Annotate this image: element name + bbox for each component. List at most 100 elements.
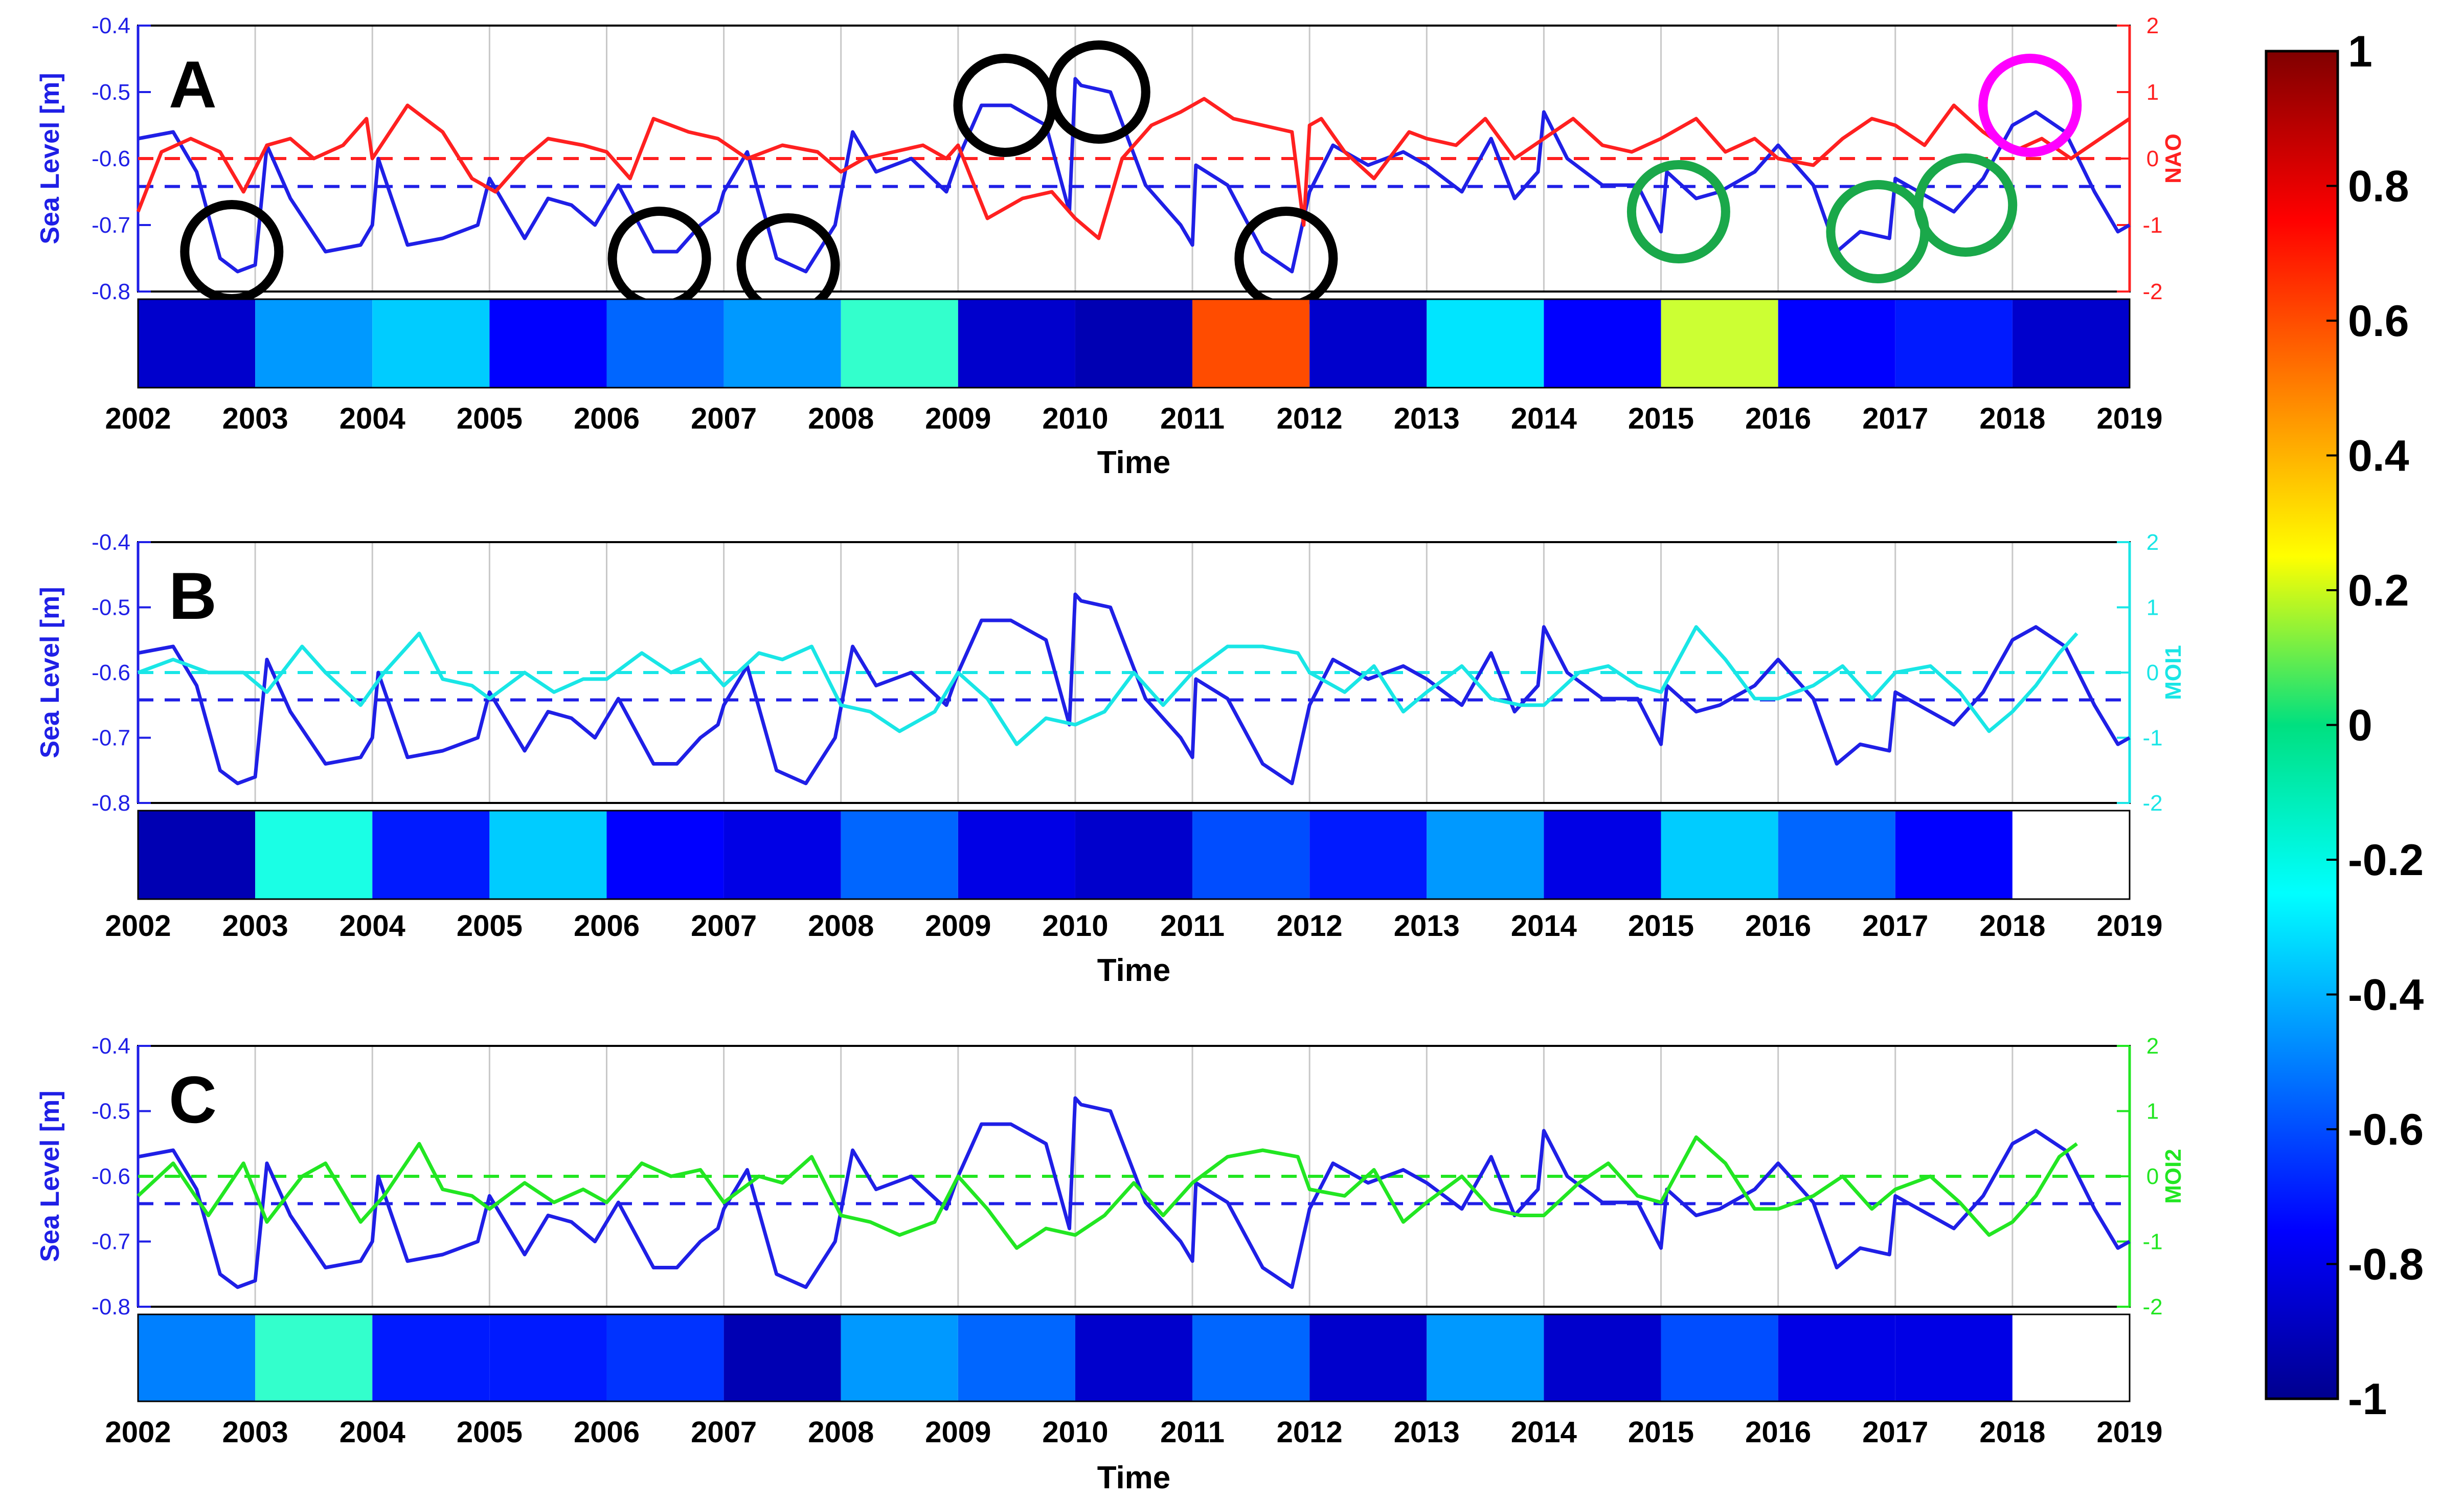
correlation-cell-2014 bbox=[1544, 1314, 1661, 1401]
year-tick-label: 2019 bbox=[2096, 402, 2162, 435]
correlation-cell-2003 bbox=[255, 299, 373, 388]
right-axis-label: MOI2 bbox=[2161, 1149, 2186, 1204]
right-tick-label: 0 bbox=[2146, 1164, 2159, 1189]
left-tick-label: -0.4 bbox=[92, 1034, 130, 1059]
year-tick-label: 2002 bbox=[105, 909, 171, 943]
correlation-cell-2011 bbox=[1192, 1314, 1310, 1401]
correlation-cell-2009 bbox=[958, 299, 1075, 388]
correlation-cell-2003 bbox=[255, 1314, 373, 1401]
colorbar-tick-label: 0.8 bbox=[2348, 162, 2409, 211]
right-tick-label: -2 bbox=[2142, 791, 2162, 816]
year-tick-label: 2008 bbox=[808, 402, 874, 435]
colorbar-tick-label: 0.6 bbox=[2348, 297, 2409, 346]
left-tick-label: -0.7 bbox=[92, 726, 130, 751]
year-tick-label: 2004 bbox=[340, 1416, 405, 1449]
annotation-circle-black bbox=[1047, 40, 1150, 144]
colorbar-tick-label: -0.6 bbox=[2348, 1105, 2424, 1154]
year-tick-label: 2012 bbox=[1277, 909, 1343, 943]
right-axis-ticks: -2 -1 0 1 2 bbox=[2117, 530, 2163, 816]
correlation-cell-2003 bbox=[255, 811, 373, 899]
panel-label: C bbox=[169, 1062, 217, 1137]
year-tick-label: 2007 bbox=[691, 1416, 757, 1449]
right-axis-ticks: -2 -1 0 1 2 bbox=[2117, 13, 2163, 304]
year-tick-label: 2015 bbox=[1628, 1416, 1694, 1449]
right-tick-label: -1 bbox=[2142, 726, 2162, 751]
left-tick-label: -0.5 bbox=[92, 80, 130, 105]
correlation-cell-2009 bbox=[958, 811, 1075, 899]
correlation-cell-2015 bbox=[1661, 299, 1778, 388]
year-tick-label: 2017 bbox=[1862, 402, 1928, 435]
colorbar-tick-label: -0.4 bbox=[2348, 971, 2424, 1020]
left-tick-label: -0.6 bbox=[92, 146, 130, 171]
year-tick-labels: 2002 2003 2004 2005 2006 2007 2008 2009 2010 2011… bbox=[105, 909, 2162, 943]
colorbar-ticks: 1 0.8 0.6 0.4 0.2 0 -0.2 -0.4 -0.6 -0.8 -1 bbox=[2326, 27, 2424, 1424]
correlation-cell-2012 bbox=[1309, 1314, 1427, 1401]
year-tick-label: 2015 bbox=[1628, 402, 1694, 435]
left-axis-label: Sea Level [m] bbox=[35, 73, 65, 244]
left-axis-label: Sea Level [m] bbox=[35, 587, 65, 758]
year-tick-label: 2004 bbox=[340, 402, 405, 435]
left-axis-ticks: -0.8 -0.7 -0.6 -0.5 -0.4 bbox=[92, 1034, 151, 1320]
annotation-circles bbox=[180, 40, 2082, 317]
year-tick-label: 2018 bbox=[1979, 909, 2045, 943]
left-tick-label: -0.7 bbox=[92, 213, 130, 238]
left-tick-label: -0.6 bbox=[92, 1164, 130, 1189]
year-tick-label: 2006 bbox=[574, 1416, 640, 1449]
year-tick-labels: 2002 2003 2004 2005 2006 2007 2008 2009 2010 2011… bbox=[105, 1416, 2162, 1449]
year-tick-label: 2011 bbox=[1160, 909, 1225, 943]
correlation-cell-2007 bbox=[724, 299, 841, 388]
correlation-cell-2016 bbox=[1778, 299, 1895, 388]
right-axis-label: MOI1 bbox=[2161, 645, 2186, 700]
left-tick-label: -0.5 bbox=[92, 595, 130, 620]
colorbar-tick-label: -0.2 bbox=[2348, 836, 2424, 885]
annotation-circle-black bbox=[180, 200, 284, 303]
correlation-bar-frame bbox=[137, 1313, 2131, 1402]
annotation-circle-green bbox=[1826, 180, 1930, 283]
year-tick-label: 2019 bbox=[2096, 909, 2162, 943]
correlation-cell-2018 bbox=[2012, 299, 2130, 388]
year-tick-label: 2012 bbox=[1277, 402, 1343, 435]
year-tick-label: 2005 bbox=[457, 402, 523, 435]
right-tick-label: 0 bbox=[2146, 146, 2159, 171]
correlation-cell-2006 bbox=[606, 1314, 724, 1401]
colorbar-tick-label: 0.4 bbox=[2348, 432, 2409, 481]
colorbar-tick-label: 0 bbox=[2348, 701, 2372, 750]
year-tick-label: 2010 bbox=[1042, 402, 1108, 435]
year-tick-label: 2018 bbox=[1979, 402, 2045, 435]
correlation-cell-2017 bbox=[1895, 1314, 2013, 1401]
year-tick-labels: 2002 2003 2004 2005 2006 2007 2008 2009 2010 2011… bbox=[105, 402, 2162, 435]
year-tick-label: 2017 bbox=[1862, 909, 1928, 943]
correlation-cell-2013 bbox=[1427, 811, 1544, 899]
correlation-cell-2010 bbox=[1075, 299, 1193, 388]
left-tick-label: -0.8 bbox=[92, 279, 130, 304]
correlation-cell-2009 bbox=[958, 1314, 1075, 1401]
year-tick-label: 2013 bbox=[1394, 402, 1460, 435]
year-tick-label: 2011 bbox=[1160, 1416, 1225, 1449]
year-tick-label: 2019 bbox=[2096, 1416, 2162, 1449]
correlation-cell-2010 bbox=[1075, 811, 1193, 899]
panels: -0.8 -0.7 -0.6 -0.5 -0.4 -2 -1 0 1 2 Sea Level [m]… bbox=[35, 13, 2186, 1495]
correlation-cell-2008 bbox=[841, 299, 958, 388]
correlation-cell-2007 bbox=[724, 1314, 841, 1401]
left-tick-label: -0.8 bbox=[92, 791, 130, 816]
correlation-cell-2018 bbox=[2012, 811, 2130, 899]
series-line-sea-level bbox=[138, 592, 2131, 786]
correlation-cell-2015 bbox=[1661, 811, 1778, 899]
year-tick-label: 2003 bbox=[222, 402, 288, 435]
right-tick-label: 1 bbox=[2146, 1099, 2159, 1124]
correlation-cell-2004 bbox=[372, 811, 490, 899]
panel-B: -0.8 -0.7 -0.6 -0.5 -0.4 -2 -1 0 1 2 Sea Level [m]… bbox=[35, 530, 2186, 988]
right-tick-label: -1 bbox=[2142, 1229, 2162, 1255]
colorbar-gradient bbox=[2265, 50, 2339, 1400]
left-tick-label: -0.4 bbox=[92, 530, 130, 555]
panel-C: -0.8 -0.7 -0.6 -0.5 -0.4 -2 -1 0 1 2 Sea Level [m]… bbox=[35, 1034, 2186, 1495]
year-tick-label: 2002 bbox=[105, 1416, 171, 1449]
correlation-cell-2005 bbox=[489, 1314, 607, 1401]
right-tick-label: 2 bbox=[2146, 1034, 2159, 1059]
year-tick-label: 2009 bbox=[925, 909, 991, 943]
correlation-cell-2006 bbox=[606, 811, 724, 899]
correlation-cell-2004 bbox=[372, 299, 490, 388]
year-tick-label: 2015 bbox=[1628, 909, 1694, 943]
right-axis-label: NAO bbox=[2161, 133, 2186, 184]
colorbar-tick-label: 1 bbox=[2348, 27, 2372, 76]
